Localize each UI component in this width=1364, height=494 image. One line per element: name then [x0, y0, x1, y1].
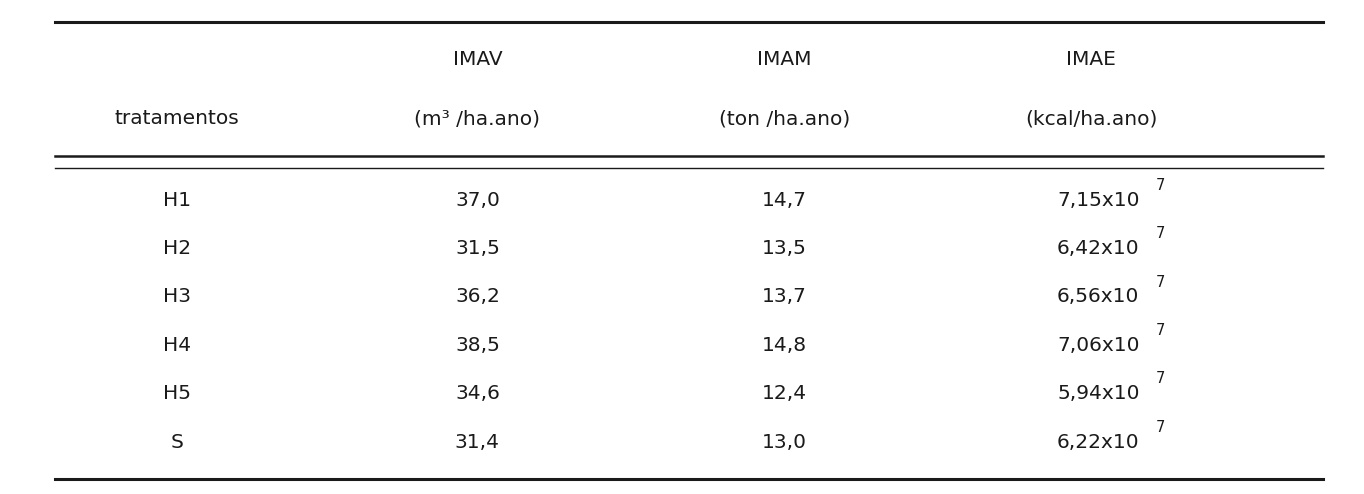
Text: H2: H2	[164, 239, 191, 258]
Text: 13,7: 13,7	[762, 288, 806, 306]
Text: (ton /ha.ano): (ton /ha.ano)	[719, 109, 850, 128]
Text: 13,0: 13,0	[762, 433, 806, 452]
Text: 14,7: 14,7	[762, 191, 806, 209]
Text: 34,6: 34,6	[456, 384, 499, 403]
Text: 7: 7	[1155, 420, 1165, 435]
Text: S: S	[170, 433, 184, 452]
Text: 7: 7	[1155, 226, 1165, 241]
Text: H5: H5	[164, 384, 191, 403]
Text: 7,06x10: 7,06x10	[1057, 336, 1139, 355]
Text: H4: H4	[164, 336, 191, 355]
Text: tratamentos: tratamentos	[115, 109, 240, 128]
Text: 6,22x10: 6,22x10	[1057, 433, 1140, 452]
Text: IMAV: IMAV	[453, 50, 502, 69]
Text: 6,42x10: 6,42x10	[1057, 239, 1140, 258]
Text: 13,5: 13,5	[762, 239, 806, 258]
Text: IMAM: IMAM	[757, 50, 812, 69]
Text: (kcal/ha.ano): (kcal/ha.ano)	[1024, 109, 1158, 128]
Text: 7,15x10: 7,15x10	[1057, 191, 1139, 209]
Text: 5,94x10: 5,94x10	[1057, 384, 1139, 403]
Text: 7: 7	[1155, 371, 1165, 386]
Text: (m³ /ha.ano): (m³ /ha.ano)	[415, 109, 540, 128]
Text: 37,0: 37,0	[456, 191, 499, 209]
Text: 7: 7	[1155, 323, 1165, 338]
Text: 6,56x10: 6,56x10	[1057, 288, 1139, 306]
Text: H3: H3	[164, 288, 191, 306]
Text: 31,4: 31,4	[456, 433, 499, 452]
Text: 38,5: 38,5	[456, 336, 499, 355]
Text: IMAE: IMAE	[1067, 50, 1116, 69]
Text: 14,8: 14,8	[761, 336, 807, 355]
Text: 31,5: 31,5	[456, 239, 499, 258]
Text: 7: 7	[1155, 178, 1165, 193]
Text: H1: H1	[164, 191, 191, 209]
Text: 7: 7	[1155, 275, 1165, 289]
Text: 36,2: 36,2	[456, 288, 499, 306]
Text: 12,4: 12,4	[761, 384, 807, 403]
